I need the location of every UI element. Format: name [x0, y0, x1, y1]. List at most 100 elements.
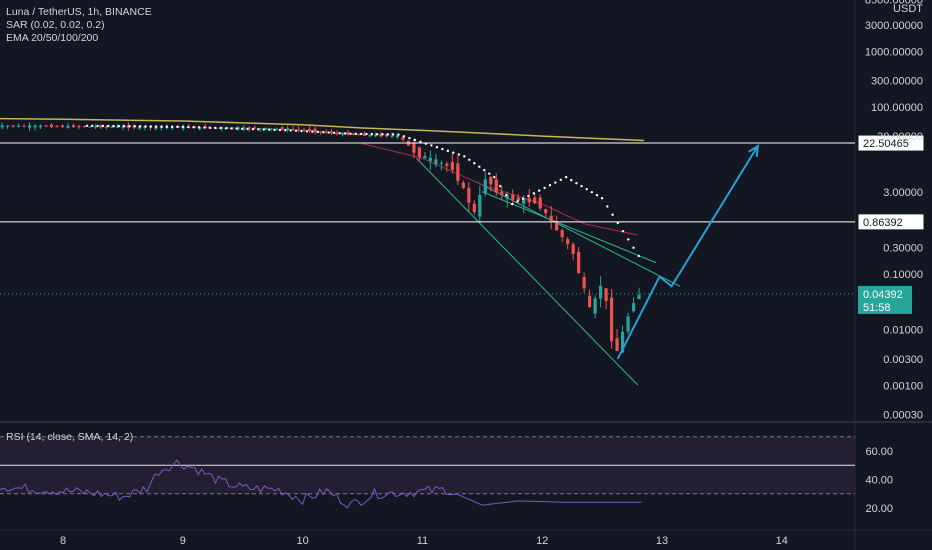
- candle-body: [412, 143, 416, 153]
- candle-body: [253, 127, 257, 129]
- candlesticks: [0, 122, 641, 354]
- candle-body: [560, 230, 564, 238]
- candle-body: [439, 162, 443, 164]
- price-tick-label: 100.00000: [871, 102, 923, 114]
- sar-dot: [208, 126, 211, 129]
- sar-dot: [585, 187, 588, 191]
- time-tick-label: 11: [417, 535, 428, 547]
- candle-body: [423, 156, 427, 159]
- candle-body: [527, 198, 531, 203]
- candle-body: [626, 316, 630, 332]
- price-tick-label: 1000.00000: [865, 46, 923, 58]
- candle-body: [555, 220, 559, 231]
- sar-dot: [203, 126, 206, 129]
- horizontal-line-price-box: [857, 134, 925, 152]
- candle-body: [121, 126, 125, 128]
- axes: 8500.00000 3000.00000 1000.00000 300.00000 1…: [60, 0, 923, 547]
- candle-body: [538, 197, 542, 209]
- candle-body: [88, 126, 92, 128]
- sar-dot: [391, 133, 395, 136]
- sar-legend: SAR (0.02, 0.02, 0.2): [6, 19, 105, 31]
- candle-body: [329, 131, 334, 134]
- sar-dot: [441, 147, 444, 151]
- sar-dot: [370, 132, 374, 136]
- sar-dot: [632, 246, 635, 249]
- candle-body: [615, 338, 619, 352]
- sar-dot: [493, 175, 496, 179]
- sar-dot: [488, 172, 491, 175]
- sar-dot: [300, 129, 303, 133]
- candle-body: [264, 127, 268, 130]
- sar-dot: [397, 133, 400, 136]
- sar-dot: [575, 181, 578, 185]
- sar-dot: [192, 126, 195, 129]
- sar-dot: [343, 132, 347, 135]
- candle-body: [373, 135, 378, 137]
- sar-dot: [246, 127, 249, 131]
- sar-dot: [91, 124, 94, 128]
- sar-dot: [452, 151, 455, 154]
- sar-dot: [516, 200, 519, 203]
- candle-body: [428, 157, 432, 162]
- current-price-box: [858, 285, 912, 314]
- candle-body: [434, 159, 438, 165]
- sar-dot: [123, 124, 126, 128]
- candle-body: [93, 126, 98, 128]
- sar-dot: [144, 125, 147, 128]
- sar-dot: [595, 193, 599, 197]
- candle-body: [27, 125, 32, 128]
- candle-body: [593, 298, 597, 314]
- sar-dot: [181, 125, 184, 129]
- price-tick-label: 30.00000: [877, 131, 923, 143]
- candle-body: [384, 134, 389, 137]
- candle-body: [483, 179, 487, 194]
- sar-dot: [327, 131, 330, 134]
- sar-dot: [446, 149, 450, 153]
- sar-dot: [511, 202, 514, 206]
- sar-dot: [381, 133, 384, 136]
- candle-body: [137, 126, 141, 129]
- candle-body: [467, 187, 471, 203]
- candle-body: [604, 288, 608, 301]
- sar-dot: [289, 129, 292, 132]
- candle-body: [297, 129, 301, 131]
- sar-dot: [112, 124, 115, 128]
- candle-body: [291, 128, 295, 130]
- price-tick-label: 300.00000: [871, 75, 923, 87]
- sar-dot: [386, 133, 389, 136]
- sar-dot: [354, 132, 358, 136]
- sar-dot: [117, 124, 121, 128]
- candle-body: [286, 128, 290, 131]
- rsi-tick-label: 40.00: [865, 475, 893, 487]
- sar-dot: [430, 144, 433, 147]
- candle-body: [280, 127, 284, 130]
- candle-body: [77, 126, 81, 128]
- sar-dot: [499, 184, 502, 188]
- sar-dot: [375, 133, 379, 136]
- trend-line: [476, 181, 681, 287]
- sar-dot: [273, 128, 276, 132]
- candle-body: [368, 135, 372, 137]
- candle-body: [549, 215, 553, 222]
- rsi-series-line: [0, 459, 642, 509]
- time-tick-label: 12: [536, 535, 548, 547]
- sar-dot: [365, 132, 368, 136]
- rsi-tick-label: 20.00: [865, 503, 893, 515]
- candle-body: [511, 194, 515, 200]
- candle-body: [456, 163, 460, 181]
- sar-dot: [235, 127, 238, 130]
- candle-body: [225, 127, 229, 130]
- horizontal-line-price-box: [857, 213, 925, 231]
- sar-dot: [570, 178, 573, 182]
- candle-body: [571, 244, 575, 254]
- sar-dot: [413, 138, 417, 142]
- sar-dot: [349, 132, 352, 136]
- candle-body: [599, 285, 603, 299]
- candle-body: [505, 195, 509, 200]
- candle-body: [357, 134, 361, 136]
- candle-body: [494, 179, 498, 193]
- candle-body: [516, 197, 520, 201]
- candle-body: [379, 134, 383, 137]
